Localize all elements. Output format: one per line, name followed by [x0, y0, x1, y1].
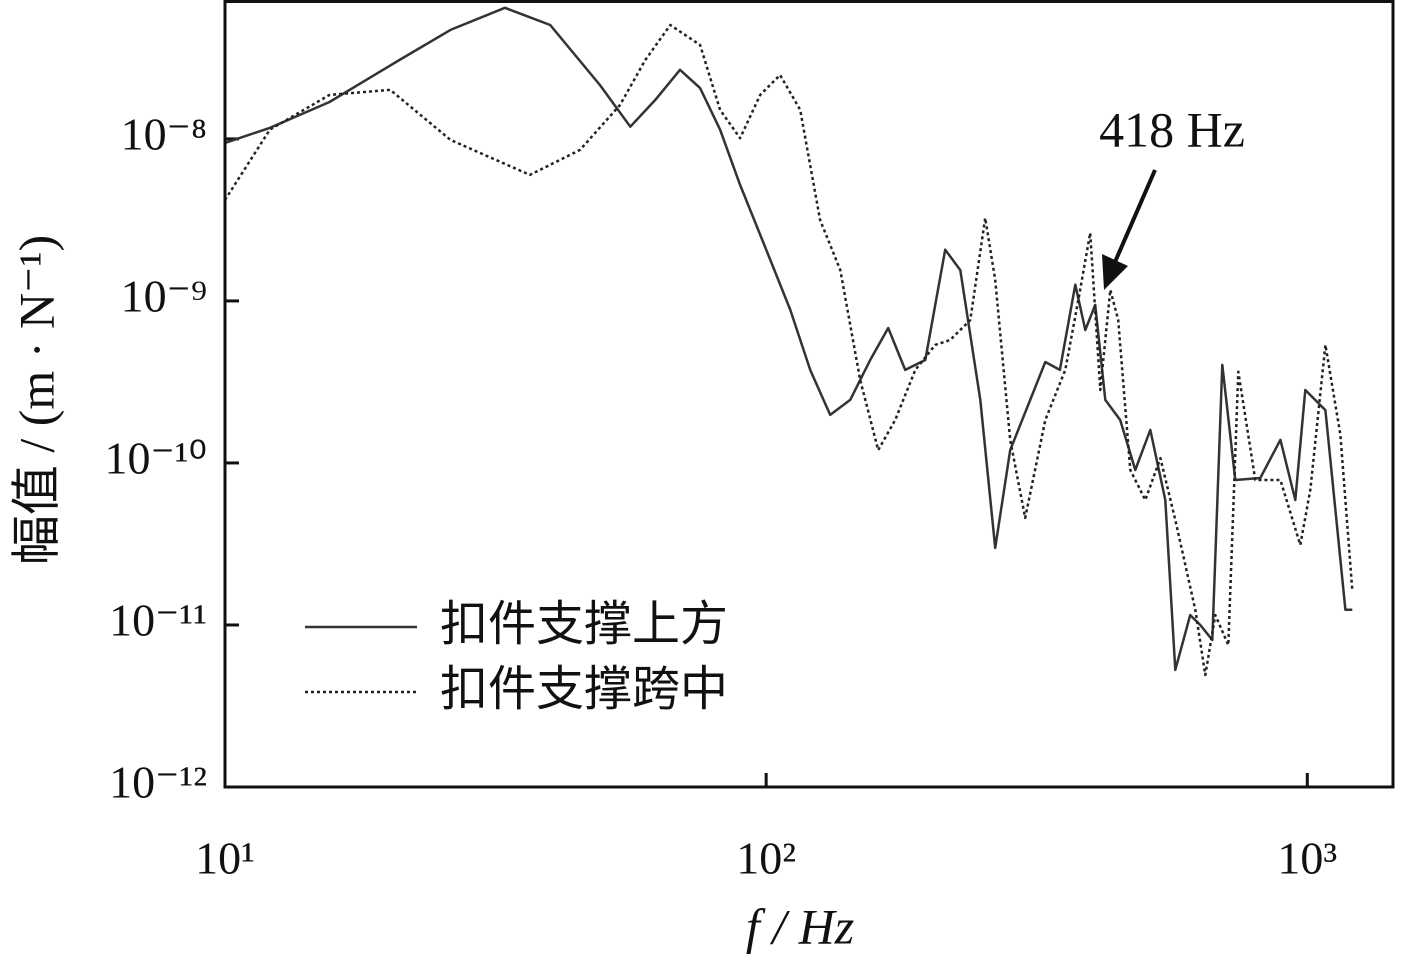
legend-label: 扣件支撑跨中	[440, 663, 728, 716]
annotation-arrow	[1113, 169, 1157, 263]
annotation-arrowhead	[1102, 254, 1128, 290]
x-tick-label: 10²	[736, 833, 796, 884]
y-tick-label: 10⁻¹¹	[109, 595, 207, 646]
y-tick-label: 10⁻¹²	[109, 757, 207, 808]
series-line	[224, 6, 1353, 672]
plot-frame	[223, 0, 1395, 789]
y-tick-label: 10⁻⁹	[121, 270, 207, 321]
y-axis-label: 幅值 / (m · N⁻¹)	[8, 235, 64, 565]
annotation: 418 Hz	[1099, 101, 1245, 157]
y-tick-label: 10⁻⁸	[121, 108, 207, 159]
x-axis-label: f / Hz	[746, 898, 854, 954]
y-tick-label: 10⁻¹⁰	[104, 433, 207, 484]
x-tick-label: 10¹	[195, 833, 255, 884]
x-tick-label: 10³	[1277, 833, 1337, 884]
legend-label: 扣件支撑上方	[440, 598, 728, 651]
